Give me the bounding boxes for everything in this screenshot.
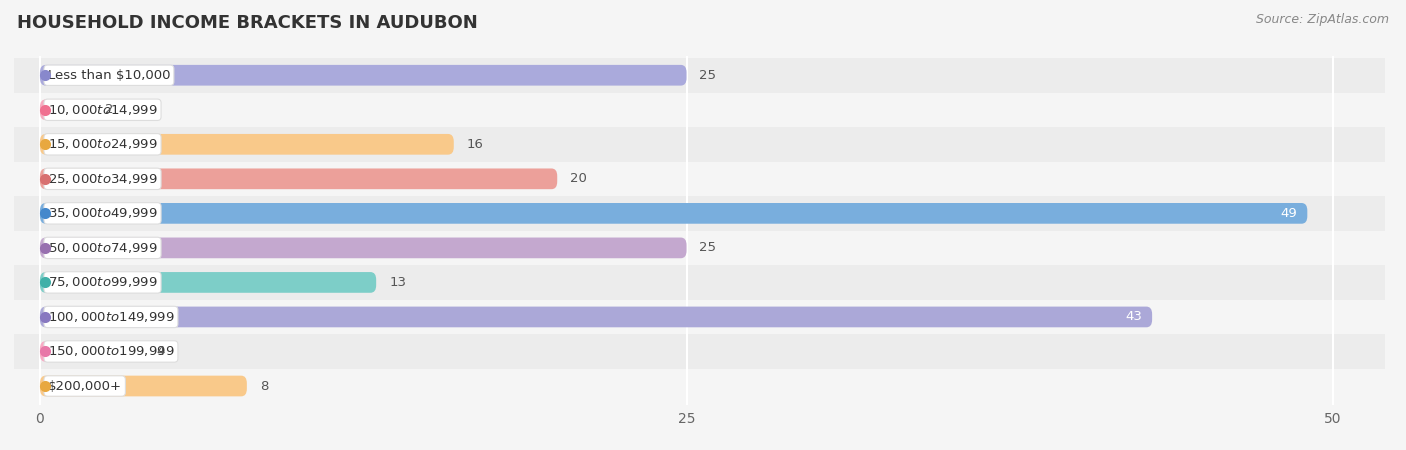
Bar: [14, 93, 1385, 127]
Text: 25: 25: [700, 241, 717, 254]
Text: $75,000 to $99,999: $75,000 to $99,999: [48, 275, 157, 289]
FancyBboxPatch shape: [39, 203, 1308, 224]
Bar: [14, 196, 1385, 231]
Text: Less than $10,000: Less than $10,000: [48, 69, 170, 82]
FancyBboxPatch shape: [39, 134, 454, 155]
FancyBboxPatch shape: [39, 65, 686, 86]
Bar: [14, 127, 1385, 162]
Bar: [14, 369, 1385, 403]
Text: $15,000 to $24,999: $15,000 to $24,999: [48, 137, 157, 151]
Text: 16: 16: [467, 138, 484, 151]
Text: 13: 13: [389, 276, 406, 289]
Text: $25,000 to $34,999: $25,000 to $34,999: [48, 172, 157, 186]
Bar: [14, 300, 1385, 334]
FancyBboxPatch shape: [39, 272, 377, 293]
Bar: [14, 162, 1385, 196]
Text: $200,000+: $200,000+: [48, 379, 122, 392]
Text: $150,000 to $199,999: $150,000 to $199,999: [48, 345, 174, 359]
Text: $35,000 to $49,999: $35,000 to $49,999: [48, 207, 157, 220]
FancyBboxPatch shape: [39, 168, 557, 189]
Text: 2: 2: [104, 103, 112, 116]
Text: 43: 43: [1125, 310, 1142, 324]
Text: 20: 20: [571, 172, 588, 185]
FancyBboxPatch shape: [39, 99, 91, 120]
Text: Source: ZipAtlas.com: Source: ZipAtlas.com: [1256, 14, 1389, 27]
Bar: [14, 265, 1385, 300]
Text: 8: 8: [260, 379, 269, 392]
Text: 49: 49: [1281, 207, 1296, 220]
Text: $100,000 to $149,999: $100,000 to $149,999: [48, 310, 174, 324]
FancyBboxPatch shape: [39, 306, 1152, 327]
Bar: [14, 334, 1385, 369]
FancyBboxPatch shape: [39, 238, 686, 258]
Text: HOUSEHOLD INCOME BRACKETS IN AUDUBON: HOUSEHOLD INCOME BRACKETS IN AUDUBON: [17, 14, 478, 32]
Text: 4: 4: [156, 345, 165, 358]
FancyBboxPatch shape: [39, 341, 143, 362]
Text: $50,000 to $74,999: $50,000 to $74,999: [48, 241, 157, 255]
Text: $10,000 to $14,999: $10,000 to $14,999: [48, 103, 157, 117]
Text: 25: 25: [700, 69, 717, 82]
Bar: [14, 231, 1385, 265]
FancyBboxPatch shape: [39, 376, 247, 396]
Bar: [14, 58, 1385, 93]
